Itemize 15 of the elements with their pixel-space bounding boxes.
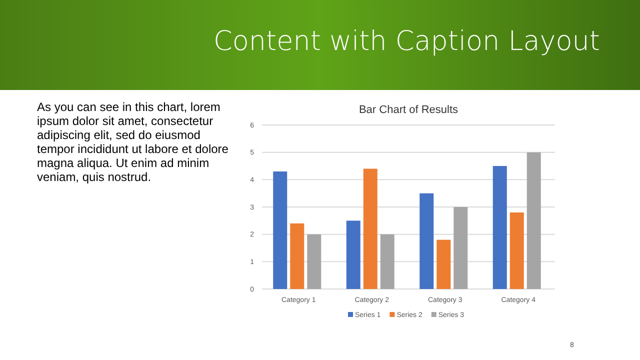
bar: [436, 240, 451, 289]
text: As you can see in this chart, lorem ipsum dolor sit amet, consectetur adipiscing elit, sed do eiusmod tempor incididunt ut labore et dolore magna aliqua. Ut enim ad minim veniam, quis nostrud.: [37, 100, 230, 184]
bar: [346, 220, 360, 289]
bar: [510, 212, 524, 289]
bar: [492, 166, 507, 289]
bar: [454, 207, 468, 289]
bar: [290, 223, 304, 289]
bar: [526, 152, 541, 289]
chart-title: Bar Chart of Results: [358, 104, 459, 116]
bar: [307, 234, 322, 289]
bar: [273, 171, 288, 289]
bar: [420, 193, 434, 289]
text: Content with Caption Layout: [214, 26, 600, 57]
bar: [380, 234, 394, 289]
bar: [363, 168, 378, 289]
